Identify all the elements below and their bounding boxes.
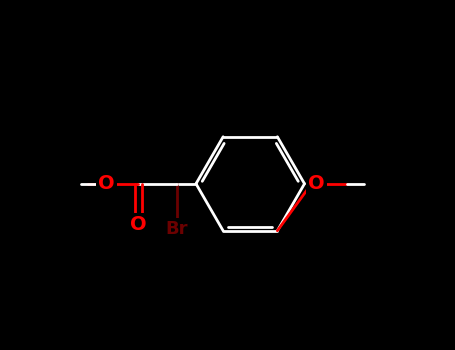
- Text: O: O: [130, 215, 147, 233]
- Text: Br: Br: [166, 220, 188, 238]
- Text: O: O: [308, 174, 325, 193]
- Text: O: O: [98, 174, 115, 193]
